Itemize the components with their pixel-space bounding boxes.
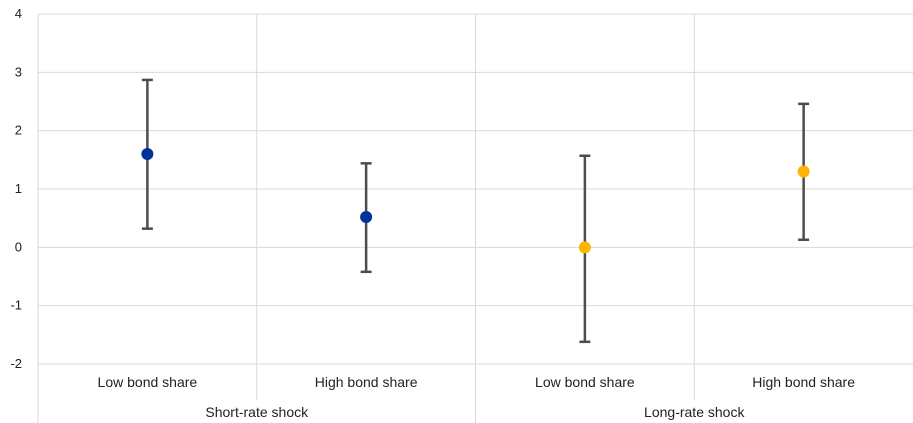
y-axis-ticks: 4 3 2 1 0 -1 -2: [10, 6, 22, 371]
category-label: High bond share: [315, 374, 418, 390]
category-label: Low bond share: [535, 374, 635, 390]
category-label: High bond share: [752, 374, 855, 390]
grid-lines: [37, 13, 913, 423]
group-label: Long-rate shock: [644, 404, 745, 420]
data-points: [141, 148, 810, 254]
y-tick-label: -2: [10, 356, 22, 371]
y-tick-label: 0: [15, 239, 22, 254]
data-point: [797, 165, 810, 178]
y-tick-label: 2: [15, 123, 22, 138]
data-point: [360, 211, 373, 223]
category-label: Low bond share: [98, 374, 198, 390]
y-tick-label: 1: [15, 181, 22, 196]
y-tick-label: 4: [15, 6, 22, 21]
y-tick-label: 3: [15, 64, 22, 79]
data-point: [578, 241, 591, 254]
group-label: Short-rate shock: [205, 404, 309, 420]
data-point: [141, 148, 154, 160]
y-tick-label: -1: [10, 298, 22, 313]
x-axis-labels: Low bond share High bond share Low bond sh…: [98, 374, 856, 420]
